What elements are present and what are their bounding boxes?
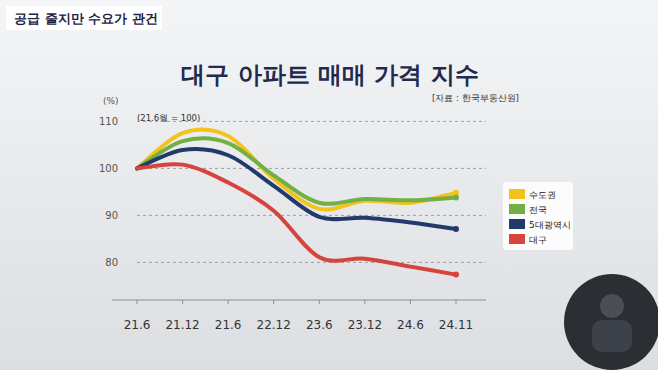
legend-swatch (509, 189, 525, 199)
x-tick-label: 23.6 (306, 318, 333, 332)
x-tick-label: 21.6 (215, 318, 242, 332)
grid-line (137, 262, 486, 263)
legend-box (503, 182, 573, 250)
chart: 공급 줄지만 수요가 관건대구 아파트 매매 가격 지수 [자료 : 한국부동산원… (0, 0, 658, 370)
legend-label: 수도권 (529, 190, 556, 200)
y-axis (112, 112, 113, 300)
x-tick-label: 21.12 (165, 318, 199, 332)
y-label: (%) (103, 96, 119, 106)
legend-swatch (509, 204, 525, 214)
x-tick (319, 300, 320, 304)
x-tick (410, 300, 411, 304)
plot-area (137, 130, 459, 278)
series-line (137, 164, 456, 275)
x-axis (112, 299, 486, 300)
x-tick-label: 21.6 (124, 318, 151, 332)
title: 대구 아파트 매매 가격 지수 (181, 61, 478, 89)
x-tick (456, 300, 457, 304)
x-tick (273, 300, 274, 304)
legend-swatch (509, 219, 525, 229)
inset-figure (592, 320, 632, 352)
x-tick (137, 300, 138, 304)
y-tick-label: 110 (99, 116, 118, 127)
x-tick-label: 22.12 (257, 318, 291, 332)
x-tick (364, 300, 365, 304)
y-tick-label: 80 (105, 257, 118, 268)
x-tick-label: 23.12 (348, 318, 382, 332)
y-tick-label: 90 (105, 210, 118, 221)
legend-label: 5대광역시 (529, 220, 571, 230)
source: [자료 : 한국부동산원] (432, 93, 519, 103)
legend-label: 전국 (529, 205, 547, 215)
inset (564, 274, 658, 370)
x-tick-label: 24.11 (439, 318, 473, 332)
x-tick-label: 24.6 (397, 318, 424, 332)
x-tick (182, 300, 183, 304)
end-point (453, 226, 459, 232)
series-line (137, 149, 456, 229)
banner: 공급 줄지만 수요가 관건 (14, 11, 158, 26)
legend-label: 대구 (529, 235, 547, 245)
grid-line (137, 121, 486, 122)
inset-figure (600, 294, 624, 318)
legend-swatch (509, 234, 525, 244)
end-point (453, 272, 459, 278)
background (0, 0, 658, 370)
y-tick-label: 100 (99, 163, 118, 174)
end-point (453, 195, 459, 201)
banner-box (6, 6, 162, 30)
x-tick (228, 300, 229, 304)
series-line (137, 130, 456, 210)
